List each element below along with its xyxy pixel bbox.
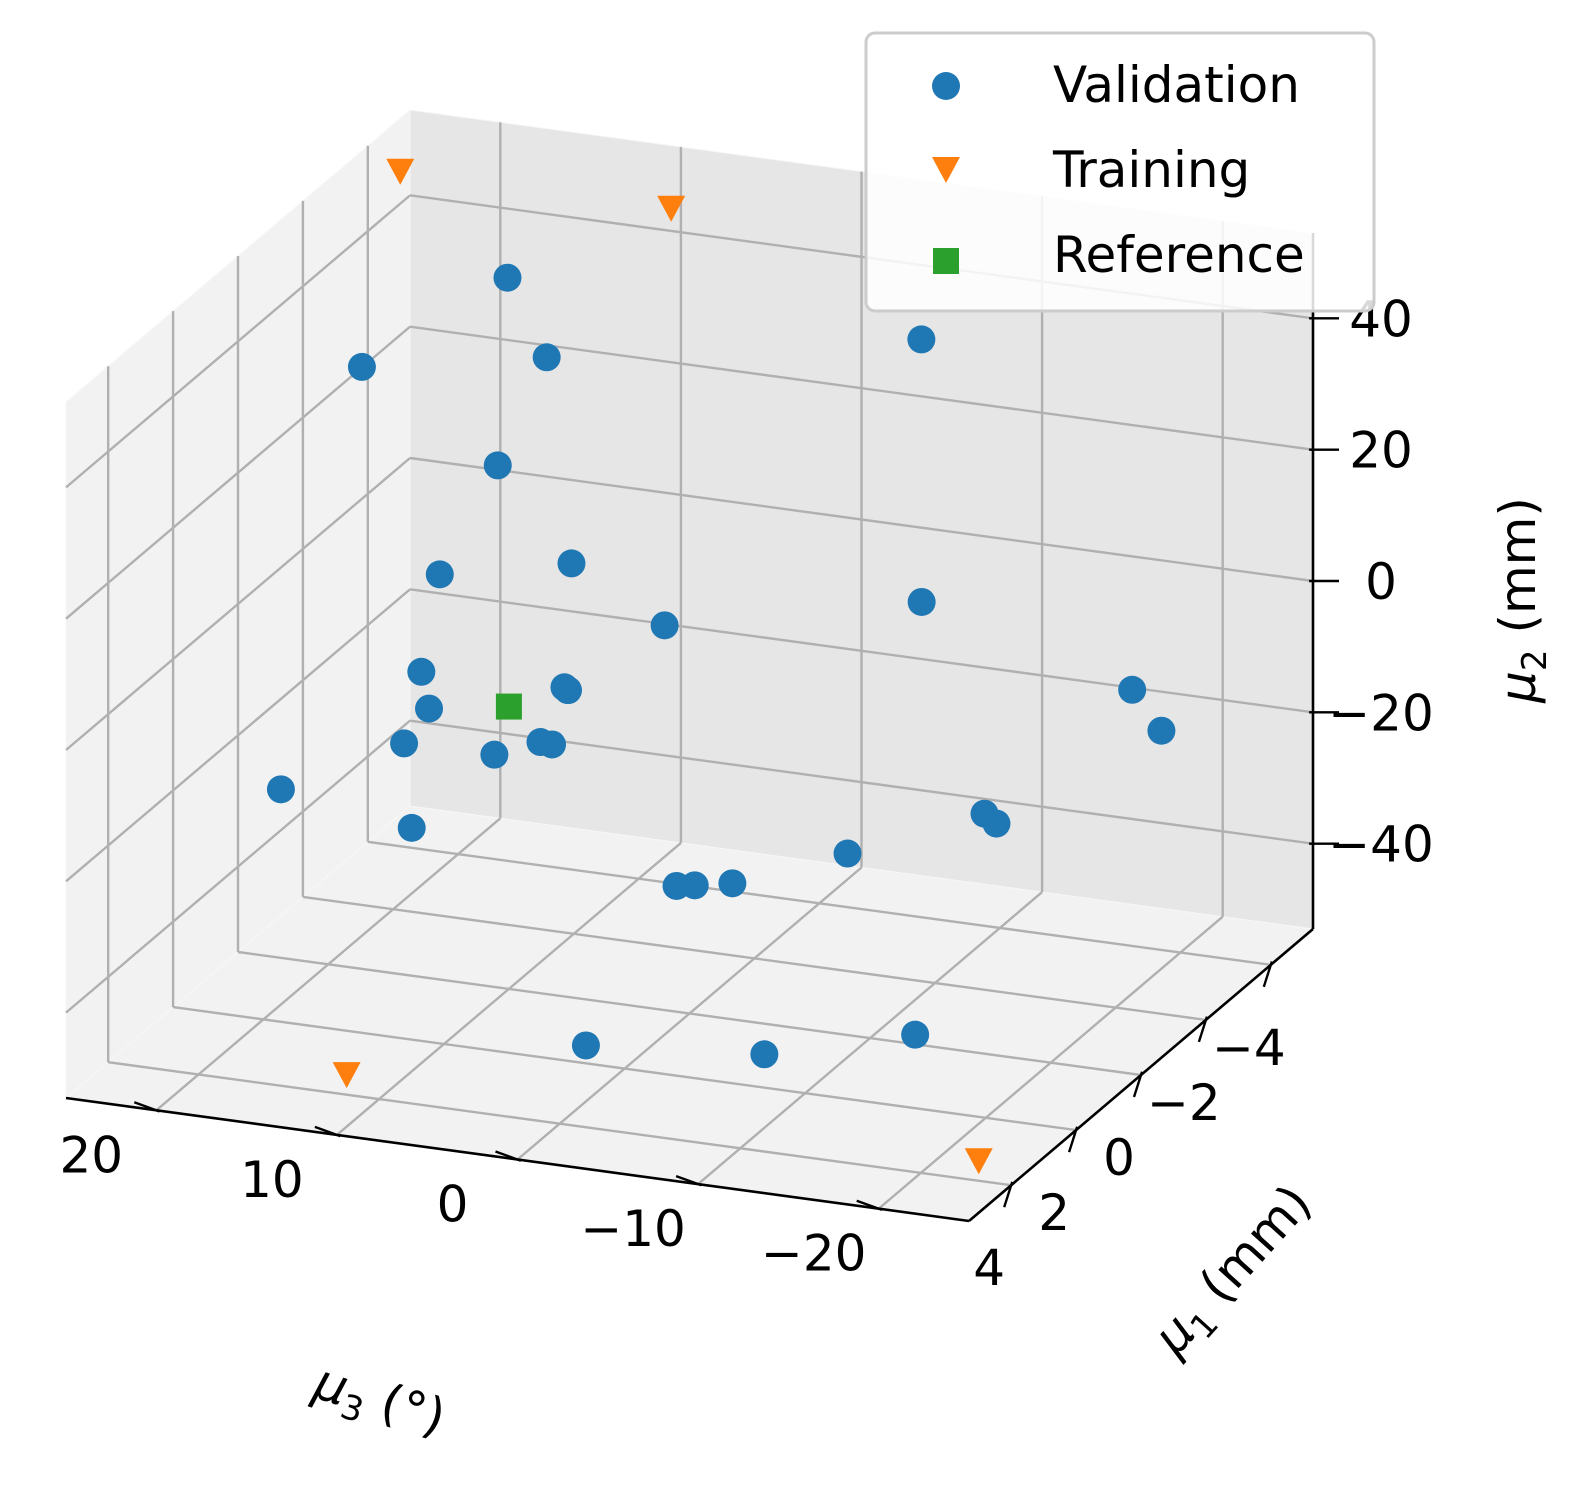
y-tick-label: 20 — [59, 1126, 123, 1184]
z-axis-label-subscript: 2 — [1515, 649, 1555, 671]
grid-line-z-back — [409, 588, 1314, 714]
grid-line-y-floor — [516, 866, 863, 1161]
z-tick-label: 20 — [1349, 422, 1413, 480]
x-tick-mark — [1262, 961, 1274, 988]
marker-training — [964, 1148, 993, 1175]
legend-label-validation: Validation — [1053, 56, 1300, 114]
marker-validation — [557, 549, 586, 578]
legend-label-training: Training — [1052, 141, 1250, 199]
y-tick-label: −10 — [580, 1200, 686, 1258]
z-tick-label: −20 — [1328, 684, 1434, 742]
x-tick-mark — [1003, 1181, 1014, 1208]
marker-validation — [718, 869, 747, 898]
grid-line-y-floor — [155, 817, 502, 1112]
z-axis-label: μ2 (mm) — [1489, 497, 1555, 704]
marker-training — [386, 158, 415, 185]
legend: Validation Training Reference — [864, 31, 1376, 313]
y-tick-label: 10 — [240, 1151, 304, 1209]
y-tick-mark — [856, 1199, 883, 1212]
grid-line-z-left — [65, 194, 411, 489]
y-tick-mark — [133, 1101, 161, 1113]
y-tick-mark — [314, 1125, 341, 1138]
grid-line-z-back — [409, 325, 1314, 451]
grid-line-y-floor — [877, 915, 1224, 1210]
grid-line-z-left — [65, 588, 411, 883]
data-markers — [266, 158, 1176, 1175]
marker-validation — [397, 813, 426, 842]
marker-reference — [495, 693, 522, 720]
y-tick-label: 0 — [437, 1176, 469, 1234]
x-tick-mark — [1067, 1126, 1079, 1153]
legend-marker-validation — [932, 72, 960, 100]
z-axis-label-unit: (mm) — [1489, 497, 1547, 649]
x-tick-label: −4 — [1212, 1019, 1286, 1077]
x-axis-label-unit: (°) — [359, 1368, 452, 1447]
marker-validation — [532, 343, 561, 372]
marker-validation — [1118, 675, 1147, 704]
marker-validation — [407, 657, 436, 686]
marker-validation — [901, 1020, 930, 1049]
grid-line-y-floor — [697, 891, 1043, 1186]
marker-validation — [680, 871, 709, 900]
y-tick-mark — [495, 1150, 522, 1162]
marker-training — [332, 1062, 361, 1089]
z-tick-label: −40 — [1328, 816, 1434, 874]
marker-validation — [907, 587, 936, 616]
x-tick-mark — [1132, 1071, 1144, 1098]
legend-label-reference: Reference — [1053, 226, 1305, 284]
marker-validation — [833, 839, 862, 868]
marker-validation — [480, 740, 509, 769]
x-axis-label: μ3 (°) — [304, 1352, 452, 1454]
x-tick-label: −2 — [1147, 1074, 1221, 1132]
marker-validation — [907, 325, 936, 354]
y-axis-label-unit: (mm) — [1178, 1174, 1323, 1326]
marker-validation — [415, 694, 444, 723]
marker-validation — [425, 560, 454, 589]
legend-marker-training — [932, 157, 960, 183]
marker-validation — [347, 352, 376, 381]
x-tick-label: 4 — [973, 1239, 1005, 1297]
marker-validation — [483, 451, 512, 480]
marker-validation — [390, 729, 419, 758]
legend-frame — [864, 31, 1376, 313]
marker-validation — [750, 1040, 779, 1069]
x-tick-label: 2 — [1038, 1184, 1070, 1242]
marker-validation — [266, 775, 295, 804]
grid-line-y-floor — [336, 841, 682, 1136]
marker-validation — [1147, 716, 1176, 745]
marker-validation — [550, 673, 579, 702]
marker-validation — [982, 809, 1011, 838]
marker-validation — [538, 730, 567, 759]
z-axis-label-symbol: μ — [1489, 671, 1547, 704]
legend-marker-reference — [933, 248, 959, 274]
x-tick-mark — [1197, 1016, 1209, 1043]
z-tick-label: 0 — [1365, 553, 1397, 611]
y-axis-label: μ1 (mm) — [1141, 1174, 1328, 1372]
marker-training — [657, 195, 686, 222]
marker-validation — [571, 1031, 600, 1060]
grid-line-z-back — [409, 456, 1314, 583]
y-tick-mark — [675, 1174, 702, 1187]
x-tick-label: 0 — [1103, 1129, 1135, 1187]
y-tick-label: −20 — [761, 1225, 867, 1283]
grid-line-z-left — [65, 457, 411, 751]
marker-validation — [650, 611, 679, 640]
grid-line-z-left — [65, 719, 411, 1014]
marker-validation — [493, 263, 522, 292]
